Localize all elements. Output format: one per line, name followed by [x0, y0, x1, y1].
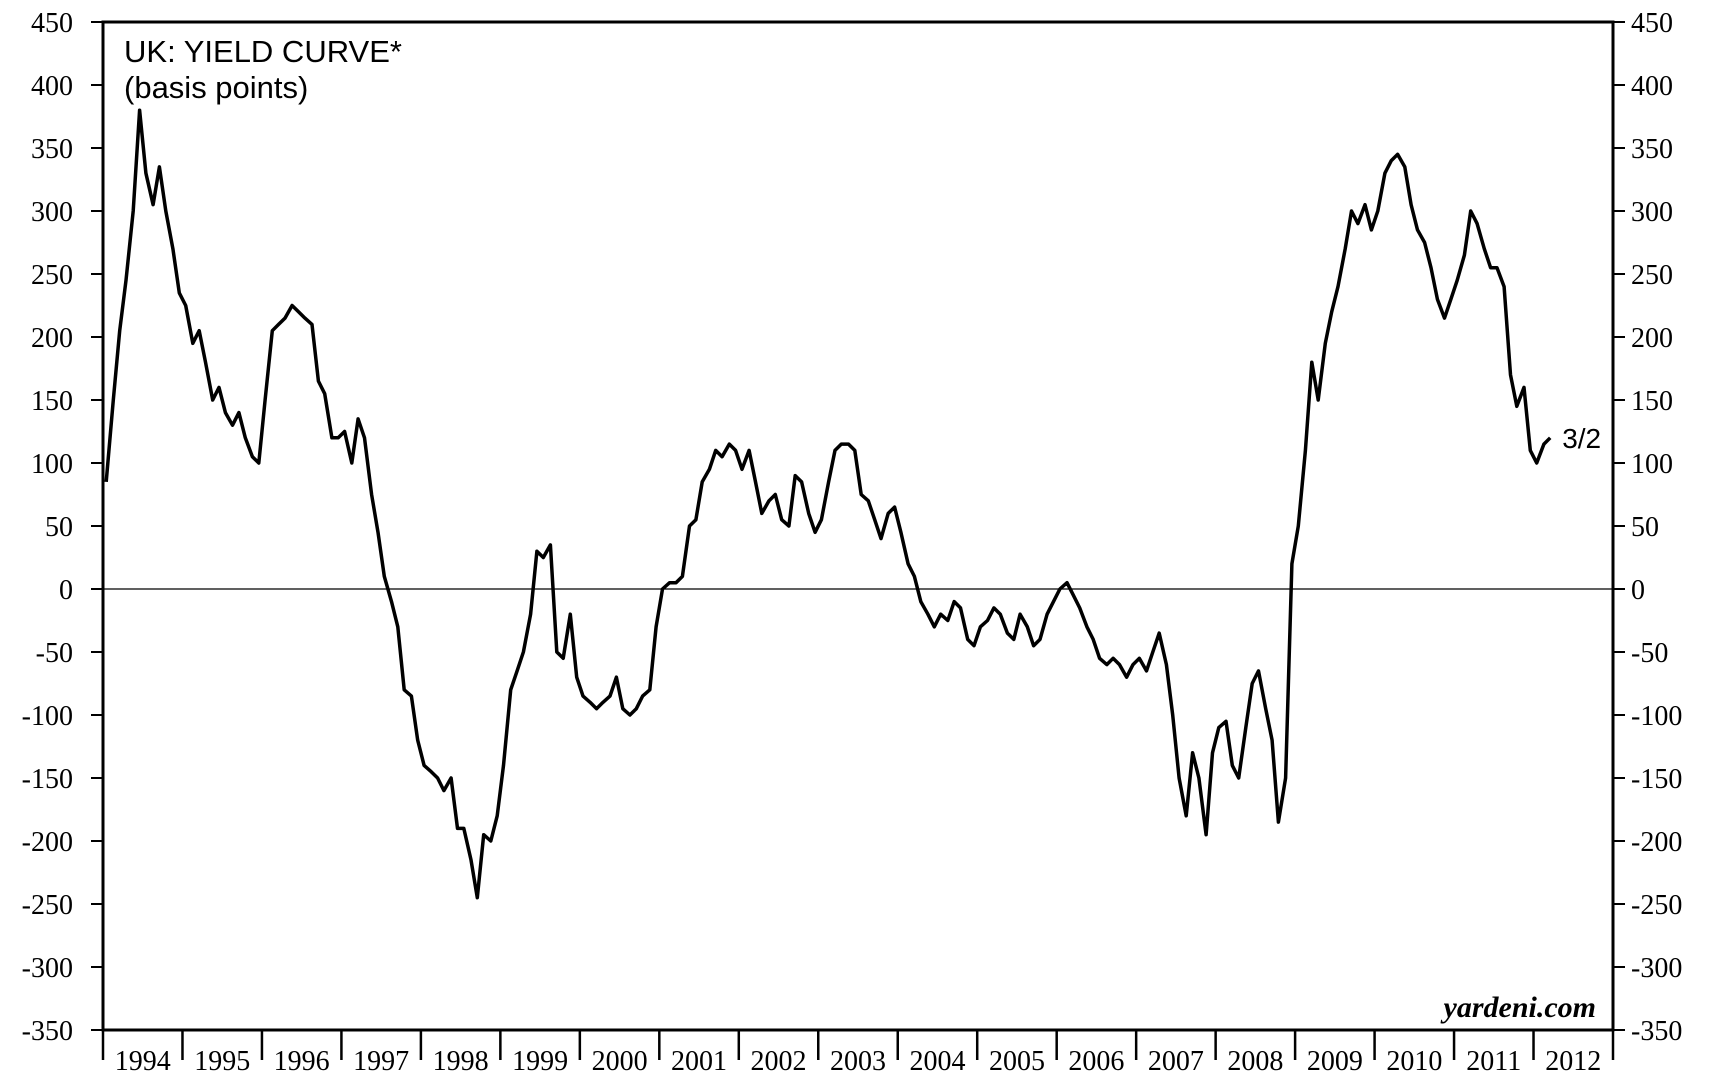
- x-tick-label: 2002: [751, 1046, 807, 1077]
- x-tick-label: 2000: [592, 1046, 648, 1077]
- y2-tick-label: 0: [1631, 575, 1645, 606]
- x-tick-label: 1995: [194, 1046, 250, 1077]
- y-tick-label: 50: [45, 512, 73, 543]
- y-tick-label: 250: [31, 260, 73, 291]
- y2-tick-label: 50: [1631, 512, 1659, 543]
- y-tick-label: 200: [31, 323, 73, 354]
- y2-tick-label: 100: [1631, 449, 1673, 480]
- y2-tick-label: 450: [1631, 8, 1673, 39]
- y2-tick-label: 400: [1631, 71, 1673, 102]
- chart-title: UK: YIELD CURVE*: [124, 34, 402, 69]
- y2-tick-label: 350: [1631, 134, 1673, 165]
- source: yardeni.com: [1441, 991, 1596, 1024]
- x-tick-label: 2005: [989, 1046, 1045, 1077]
- y-tick-label: -350: [22, 1016, 73, 1047]
- y-tick-label: -200: [22, 827, 73, 858]
- x-tick-label: 2006: [1068, 1046, 1124, 1077]
- x-tick-label: 2011: [1466, 1046, 1521, 1077]
- x-tick-label: 2010: [1386, 1046, 1442, 1077]
- y-tick-label: -150: [22, 764, 73, 795]
- y2-tick-label: 150: [1631, 386, 1673, 417]
- y2-tick-label: -150: [1631, 764, 1682, 795]
- x-tick-label: 1998: [433, 1046, 489, 1077]
- y-tick-label: -250: [22, 890, 73, 921]
- x-tick-label: 1997: [353, 1046, 409, 1077]
- y2-tick-label: 200: [1631, 323, 1673, 354]
- x-tick-label: 2012: [1545, 1046, 1601, 1077]
- x-tick-label: 2001: [671, 1046, 727, 1077]
- x-tick-label: 2009: [1307, 1046, 1363, 1077]
- x-tick-label: 1999: [512, 1046, 568, 1077]
- y2-tick-label: -200: [1631, 827, 1682, 858]
- y-tick-label: 300: [31, 197, 73, 228]
- x-tick-label: 2003: [830, 1046, 886, 1077]
- x-tick-label: 2007: [1148, 1046, 1204, 1077]
- y2-tick-label: -100: [1631, 701, 1682, 732]
- x-tick-label: 1996: [274, 1046, 330, 1077]
- y-tick-label: 400: [31, 71, 73, 102]
- series-line: [104, 108, 1552, 900]
- y2-tick-label: -350: [1631, 1016, 1682, 1047]
- y2-tick-label: -250: [1631, 890, 1682, 921]
- x-tick-label: 1994: [115, 1046, 171, 1077]
- y2-tick-label: 250: [1631, 260, 1673, 291]
- y-tick-label: 0: [59, 575, 73, 606]
- y-tick-label: 350: [31, 134, 73, 165]
- y-tick-label: -100: [22, 701, 73, 732]
- y2-tick-label: 300: [1631, 197, 1673, 228]
- chart-subtitle: (basis points): [124, 70, 308, 105]
- y2-tick-label: -50: [1631, 638, 1668, 669]
- x-tick-label: 2008: [1227, 1046, 1283, 1077]
- y-tick-label: 450: [31, 8, 73, 39]
- x-tick-label: 2004: [909, 1046, 965, 1077]
- y-tick-label: -300: [22, 953, 73, 984]
- y-tick-label: 100: [31, 449, 73, 480]
- y2-tick-label: -300: [1631, 953, 1682, 984]
- y-tick-label: 150: [31, 386, 73, 417]
- y-tick-label: -50: [36, 638, 73, 669]
- end-annotation: 3/2: [1562, 423, 1601, 454]
